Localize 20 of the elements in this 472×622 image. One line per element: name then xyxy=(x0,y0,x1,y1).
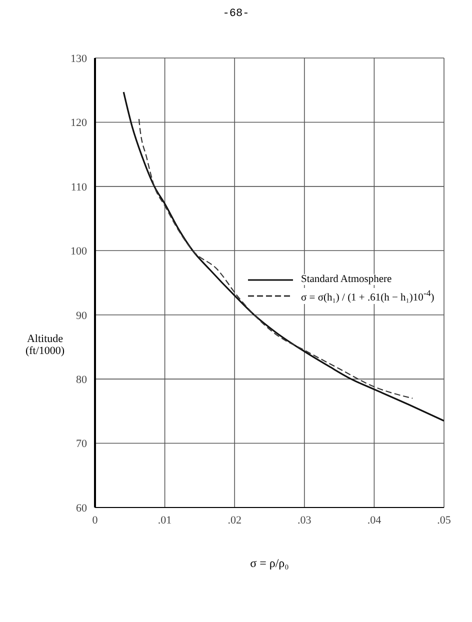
x-tick-label: .01 xyxy=(158,514,172,526)
y-tick-label: 110 xyxy=(70,181,88,194)
y-tick-label: 90 xyxy=(76,310,88,322)
line-series xyxy=(122,91,444,422)
legend-label: σ = σ(h₁) / (1 + .61(h − h₁)10$^{-4}$) xyxy=(299,288,436,304)
y-tick-label: 80 xyxy=(76,374,88,386)
x-tick-label: .05 xyxy=(437,514,452,526)
legend-label: Standard Atmosphere xyxy=(299,274,394,285)
y-tick-label: 100 xyxy=(70,246,88,258)
x-tick-label: .03 xyxy=(298,514,312,526)
x-tick-label: 0 xyxy=(92,514,98,526)
y-tick-label: 130 xyxy=(70,52,88,65)
y-tick-label: 60 xyxy=(76,502,88,514)
y-tick-label: 70 xyxy=(76,438,88,450)
y-axis-title: Altitude (ft/1000) xyxy=(24,333,66,357)
x-tick-label: .04 xyxy=(367,514,382,526)
y-tick-label: 120 xyxy=(70,117,88,130)
x-tick-label: .02 xyxy=(228,514,242,526)
text: -68- xyxy=(222,8,250,22)
x-axis-title: σ = ρ/ρ₀ xyxy=(249,556,290,571)
